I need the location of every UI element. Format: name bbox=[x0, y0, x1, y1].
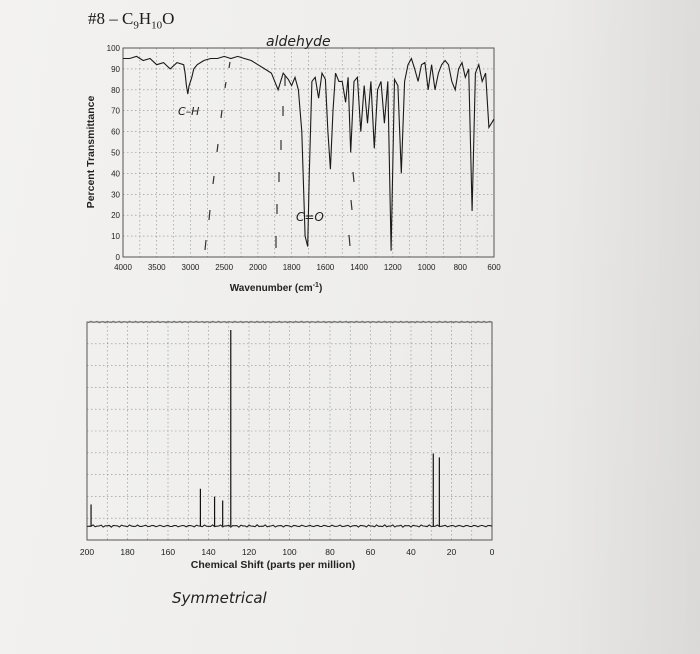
ir-y-tick-4: 40 bbox=[111, 169, 120, 178]
annotation-symmetrical: Symmetrical bbox=[172, 589, 268, 607]
nmr-peaks bbox=[90, 330, 440, 526]
ir-y-tick-6: 60 bbox=[111, 128, 120, 137]
nmr-x-tick-6: 80 bbox=[325, 547, 335, 557]
ir-spectrum-line bbox=[123, 55, 495, 251]
dash-15 bbox=[350, 199, 353, 211]
nmr-x-axis-label: Chemical Shift (parts per million) bbox=[191, 559, 356, 571]
ir-x-axis-label-main: Wavenumber (cm bbox=[230, 283, 313, 294]
annotation-co: C=O bbox=[296, 210, 324, 224]
nmr-x-tick-1: 180 bbox=[120, 547, 134, 557]
ir-x-tick-1: 3500 bbox=[148, 263, 166, 272]
dash-16 bbox=[352, 171, 355, 183]
ir-y-axis-label: Percent Transmittance bbox=[85, 96, 97, 209]
ir-x-tick-3: 2500 bbox=[215, 263, 233, 272]
ir-y-tick-0: 0 bbox=[116, 253, 121, 262]
ir-plot-frame bbox=[122, 47, 495, 258]
dash-6 bbox=[224, 81, 227, 89]
dash-2 bbox=[208, 209, 211, 221]
ir-y-tick-5: 50 bbox=[111, 149, 120, 158]
nmr-x-tick-labels: 200 180 160 140 120 100 80 60 40 20 0 bbox=[80, 547, 495, 557]
ir-x-axis-label: Wavenumber (cm-1) bbox=[230, 282, 323, 294]
dash-14 bbox=[348, 234, 351, 247]
ir-y-tick-10: 100 bbox=[107, 44, 121, 53]
ir-x-tick-9: 1000 bbox=[418, 263, 436, 272]
formula-element-c: C bbox=[122, 9, 134, 28]
nmr-x-tick-8: 40 bbox=[406, 547, 416, 557]
nmr-x-tick-4: 120 bbox=[242, 547, 256, 557]
formula-element-h: H bbox=[138, 9, 152, 28]
dash-5 bbox=[220, 109, 223, 119]
problem-title: #8 – C9H10O bbox=[88, 9, 174, 31]
nmr-x-tick-7: 60 bbox=[366, 547, 376, 557]
nmr-x-tick-9: 20 bbox=[447, 547, 457, 557]
ir-y-tick-7: 70 bbox=[111, 107, 120, 116]
ir-x-tick-10: 800 bbox=[454, 263, 468, 272]
nmr-x-tick-5: 100 bbox=[282, 547, 296, 557]
annotation-dash-marks bbox=[204, 61, 355, 251]
dash-4 bbox=[216, 143, 219, 153]
annotation-ch: C–H bbox=[178, 105, 199, 118]
ir-y-tick-8: 80 bbox=[111, 86, 120, 95]
nmr-grid bbox=[86, 321, 493, 541]
dash-1 bbox=[204, 239, 207, 251]
dash-3 bbox=[212, 175, 215, 185]
ir-x-tick-7: 1400 bbox=[350, 263, 368, 272]
ir-x-tick-labels: 4000 3500 3000 2500 2000 1800 1600 1400 1200 1000… bbox=[114, 263, 501, 272]
nmr-x-tick-3: 140 bbox=[201, 547, 215, 557]
ir-x-tick-4: 2000 bbox=[249, 263, 267, 272]
ir-y-tick-labels: 0 10 20 30 40 50 60 70 80 90 100 bbox=[107, 44, 121, 262]
ir-x-axis-label-end: ) bbox=[319, 283, 322, 294]
ir-x-tick-5: 1800 bbox=[283, 263, 301, 272]
nmr-x-tick-0: 200 bbox=[80, 547, 94, 557]
problem-label: #8 – bbox=[88, 9, 118, 28]
formula-element-o: O bbox=[162, 9, 175, 28]
ir-x-tick-8: 1200 bbox=[384, 263, 402, 272]
ir-x-tick-6: 1600 bbox=[316, 263, 334, 272]
nmr-x-tick-2: 160 bbox=[161, 547, 175, 557]
nmr-x-tick-10: 0 bbox=[490, 547, 495, 557]
formula-count-h: 10 bbox=[151, 19, 163, 32]
ir-x-tick-0: 4000 bbox=[114, 263, 132, 272]
page-shadow bbox=[550, 0, 700, 654]
ir-x-tick-2: 3000 bbox=[182, 263, 200, 272]
ir-y-tick-3: 30 bbox=[111, 190, 120, 199]
ir-x-axis-label-sup: -1 bbox=[313, 282, 319, 289]
dash-7 bbox=[228, 61, 231, 69]
nmr-baseline bbox=[86, 524, 493, 528]
ir-y-tick-1: 10 bbox=[111, 232, 120, 241]
ir-y-tick-2: 20 bbox=[111, 211, 120, 220]
formula-count-c: 9 bbox=[133, 19, 139, 32]
nmr-top-edge bbox=[86, 320, 493, 324]
ir-y-tick-9: 90 bbox=[111, 65, 120, 74]
ir-x-tick-11: 600 bbox=[487, 263, 501, 272]
annotation-aldehyde: aldehyde bbox=[266, 34, 331, 50]
